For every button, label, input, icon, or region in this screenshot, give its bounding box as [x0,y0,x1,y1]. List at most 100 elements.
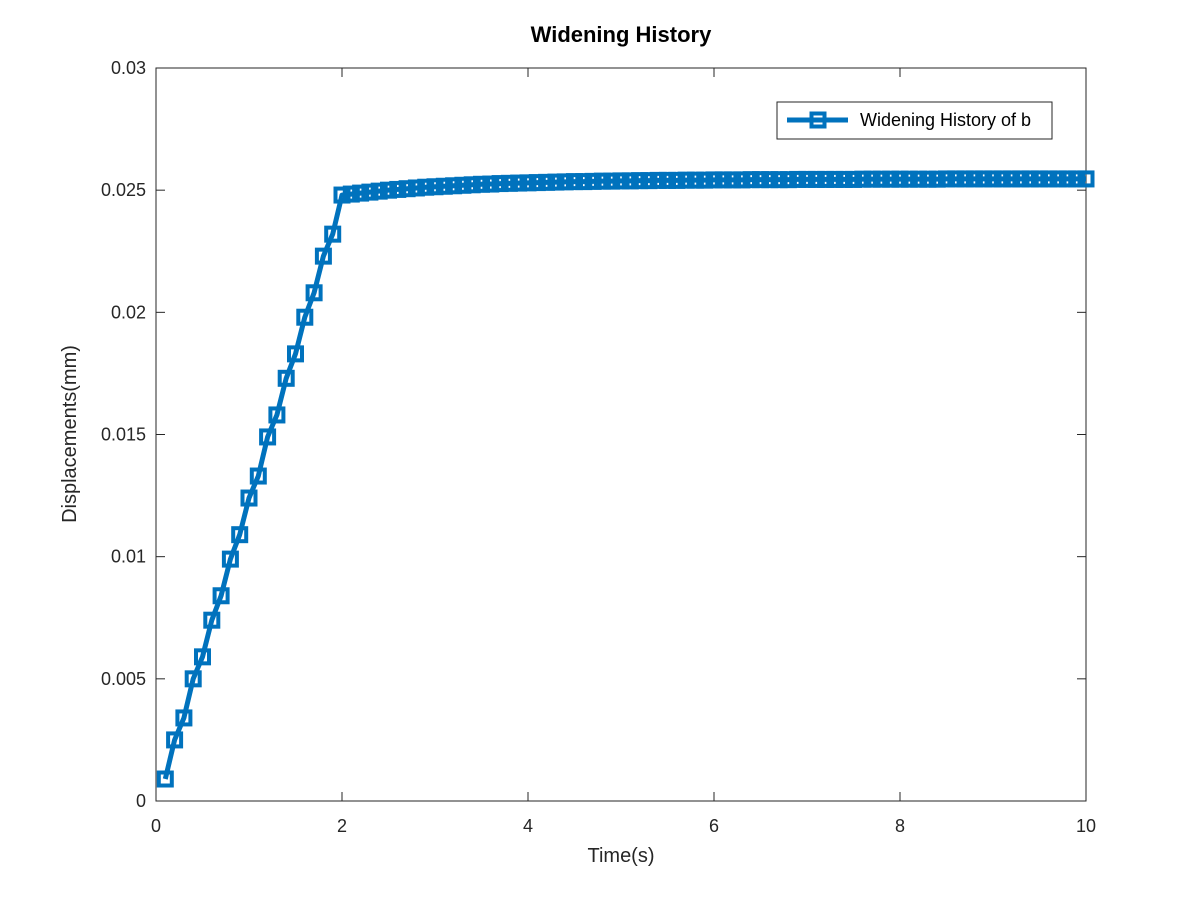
data-point-marker [640,172,658,190]
data-point-marker [333,186,351,204]
data-point-marker [621,172,639,190]
y-tick-label: 0.005 [101,669,146,689]
data-point-marker [659,171,676,189]
data-point-marker [696,171,714,189]
data-point-marker [380,181,397,199]
data-point-marker [910,170,928,188]
data-point-marker [491,175,509,193]
data-point-marker [249,467,267,485]
x-tick-label: 0 [151,816,161,836]
data-point-marker [268,406,286,424]
data-point-marker [891,170,909,188]
data-point-marker [1068,170,1086,188]
data-point-marker [854,170,872,188]
y-tick-label: 0.03 [111,58,146,78]
data-point-marker [240,489,258,507]
data-point-marker [863,170,881,188]
data-point-marker [184,670,202,688]
data-point-marker [1031,170,1048,188]
data-point-marker [817,170,835,188]
data-point-marker [724,171,742,189]
data-point-marker [761,171,779,189]
data-point-marker [203,611,221,629]
data-point-marker [417,178,435,196]
data-point-marker [556,173,574,191]
data-point-marker [789,170,807,188]
data-point-marker [1077,170,1095,188]
data-point-marker [938,170,955,188]
data-point-marker [407,179,425,197]
data-point-marker [807,170,825,188]
data-point-marker [426,178,444,196]
x-tick-label: 10 [1076,816,1096,836]
data-point-marker [1021,170,1039,188]
series-layer [156,170,1095,788]
data-point-marker [984,170,1002,188]
data-point-marker [324,225,342,243]
data-point-marker [500,174,518,192]
x-axis-label: Time(s) [587,845,654,867]
data-point-marker [342,185,360,203]
data-point-marker [835,170,853,188]
data-point-marker [352,184,370,202]
data-point-marker [686,171,704,189]
data-point-marker [370,182,388,200]
data-point-marker [175,709,193,727]
y-axis-label: Displacements(mm) [59,345,81,523]
y-tick-label: 0.015 [101,425,146,445]
data-point-marker [566,173,583,191]
data-point-marker [798,170,816,188]
data-point-marker [231,526,249,544]
data-point-marker [705,171,723,189]
data-point-marker [956,170,974,188]
data-point-marker [305,284,323,302]
data-point-marker [482,175,500,193]
data-point-marker [519,174,537,192]
data-point-marker [1049,170,1067,188]
data-point-marker [593,172,611,190]
data-point-marker [445,177,463,195]
data-point-marker [1058,170,1076,188]
x-tick-labels: 0 2 4 6 8 10 [151,816,1096,836]
data-point-marker [779,171,797,189]
data-point-marker [733,171,751,189]
data-point-marker [528,174,546,192]
data-point-marker [277,369,295,387]
data-point-marker [212,587,230,605]
x-tick-label: 2 [337,816,347,836]
data-point-marker [1040,170,1058,188]
data-point-marker [221,550,239,568]
data-point-marker [742,171,760,189]
data-point-marker [314,247,332,265]
data-point-marker [463,176,481,194]
data-point-marker [547,173,565,191]
x-tick-label: 6 [709,816,719,836]
data-point-marker [603,172,621,190]
data-point-marker [473,175,490,193]
data-point-marker [872,170,890,188]
data-point-marker [668,171,686,189]
data-point-marker [677,171,695,189]
data-point-marker [361,183,379,201]
data-point-marker [947,170,965,188]
data-point-marker [993,170,1011,188]
data-point-marker [612,172,630,190]
x-tick-label: 4 [523,816,533,836]
legend-marker-swatch [809,111,827,129]
data-point-marker [900,170,918,188]
data-point-marker [845,170,862,188]
data-point-marker [826,170,844,188]
data-point-marker [510,174,528,192]
y-tick-label: 0 [136,791,146,811]
plot-area [155,67,1087,802]
data-point-marker [1003,170,1021,188]
data-point-marker [584,172,602,190]
data-point-marker [259,428,277,446]
data-point-marker [575,173,593,191]
legend: Widening History of b [776,101,1053,140]
data-point-marker [631,172,649,190]
data-point-marker [435,177,453,195]
data-point-marker [882,170,900,188]
y-tick-labels: 0 0.005 0.01 0.015 0.02 0.025 0.03 [101,58,146,811]
